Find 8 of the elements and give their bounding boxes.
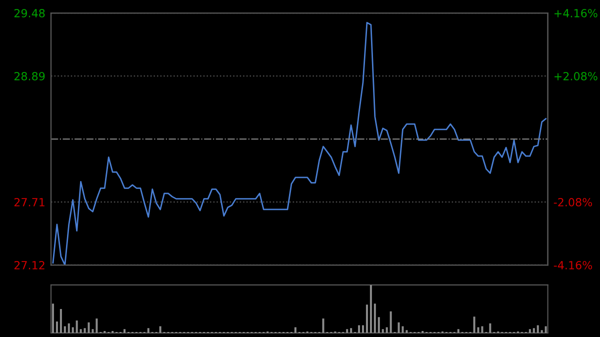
y2-tick-label: +4.16% — [554, 8, 598, 18]
y-tick-label: 27.12 — [14, 260, 44, 270]
y2-tick-label: -2.08% — [554, 198, 592, 206]
y-tick-label: 29.48 — [14, 8, 45, 18]
y2-tick-label: -4.16% — [554, 260, 592, 270]
y-tick-label: 27.71 — [14, 198, 44, 206]
y-tick-label: 28.89 — [14, 72, 45, 80]
y2-tick-label: +2.08% — [554, 72, 598, 80]
